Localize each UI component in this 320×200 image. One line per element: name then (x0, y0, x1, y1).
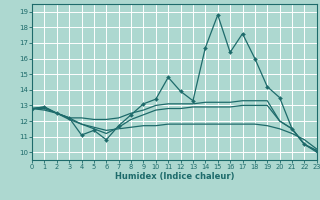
X-axis label: Humidex (Indice chaleur): Humidex (Indice chaleur) (115, 172, 234, 181)
